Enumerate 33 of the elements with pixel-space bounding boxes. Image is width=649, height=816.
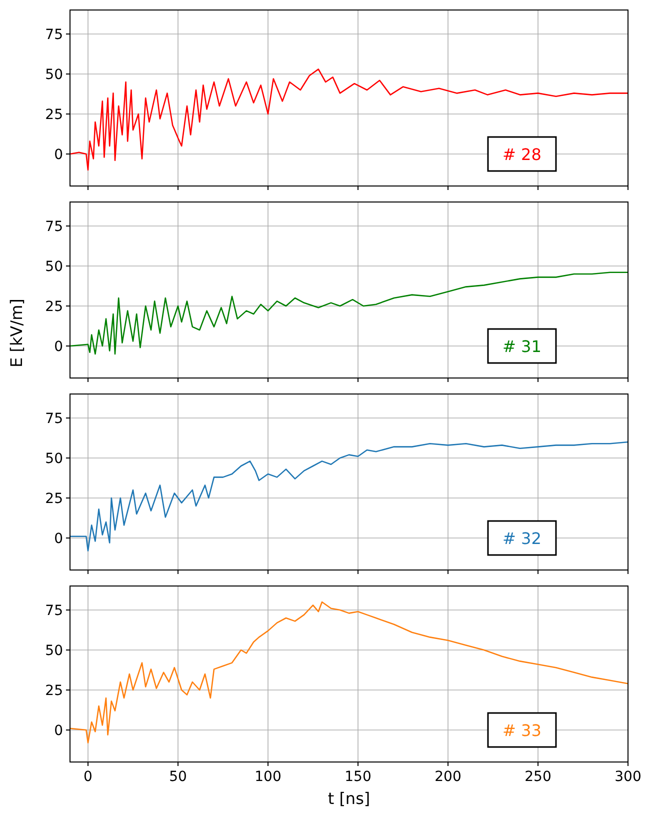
y-tick-label: 75 [45,219,63,235]
y-tick-label: 0 [54,531,63,547]
x-tick-label: 100 [254,769,282,785]
x-tick-label: 150 [344,769,372,785]
annotation: # 31 [502,337,542,356]
x-tick-label: 200 [434,769,462,785]
y-tick-label: 25 [45,299,63,315]
y-axis-title: E [kV/m] [7,298,26,368]
annotation: # 32 [502,529,542,548]
x-tick-label: 250 [524,769,552,785]
x-axis-title: t [ns] [328,789,370,808]
line-series [70,68,628,171]
y-tick-label: 75 [45,27,63,43]
y-tick-label: 50 [45,643,63,659]
y-tick-label: 0 [54,147,63,163]
y-tick-label: 50 [45,67,63,83]
y-tick-label: 25 [45,107,63,123]
x-tick-label: 300 [614,769,642,785]
line-series [70,441,628,552]
y-tick-label: 25 [45,683,63,699]
annotation: # 28 [502,145,542,164]
x-tick-label: 0 [84,769,92,785]
line-series [70,272,628,355]
y-tick-label: 75 [45,411,63,427]
y-tick-label: 0 [54,339,63,355]
line-series [70,601,628,744]
y-tick-label: 0 [54,723,63,739]
y-tick-label: 50 [45,259,63,275]
annotation: # 33 [502,721,542,740]
y-tick-label: 25 [45,491,63,507]
x-tick-label: 50 [169,769,187,785]
y-tick-label: 50 [45,451,63,467]
y-tick-label: 75 [45,603,63,619]
